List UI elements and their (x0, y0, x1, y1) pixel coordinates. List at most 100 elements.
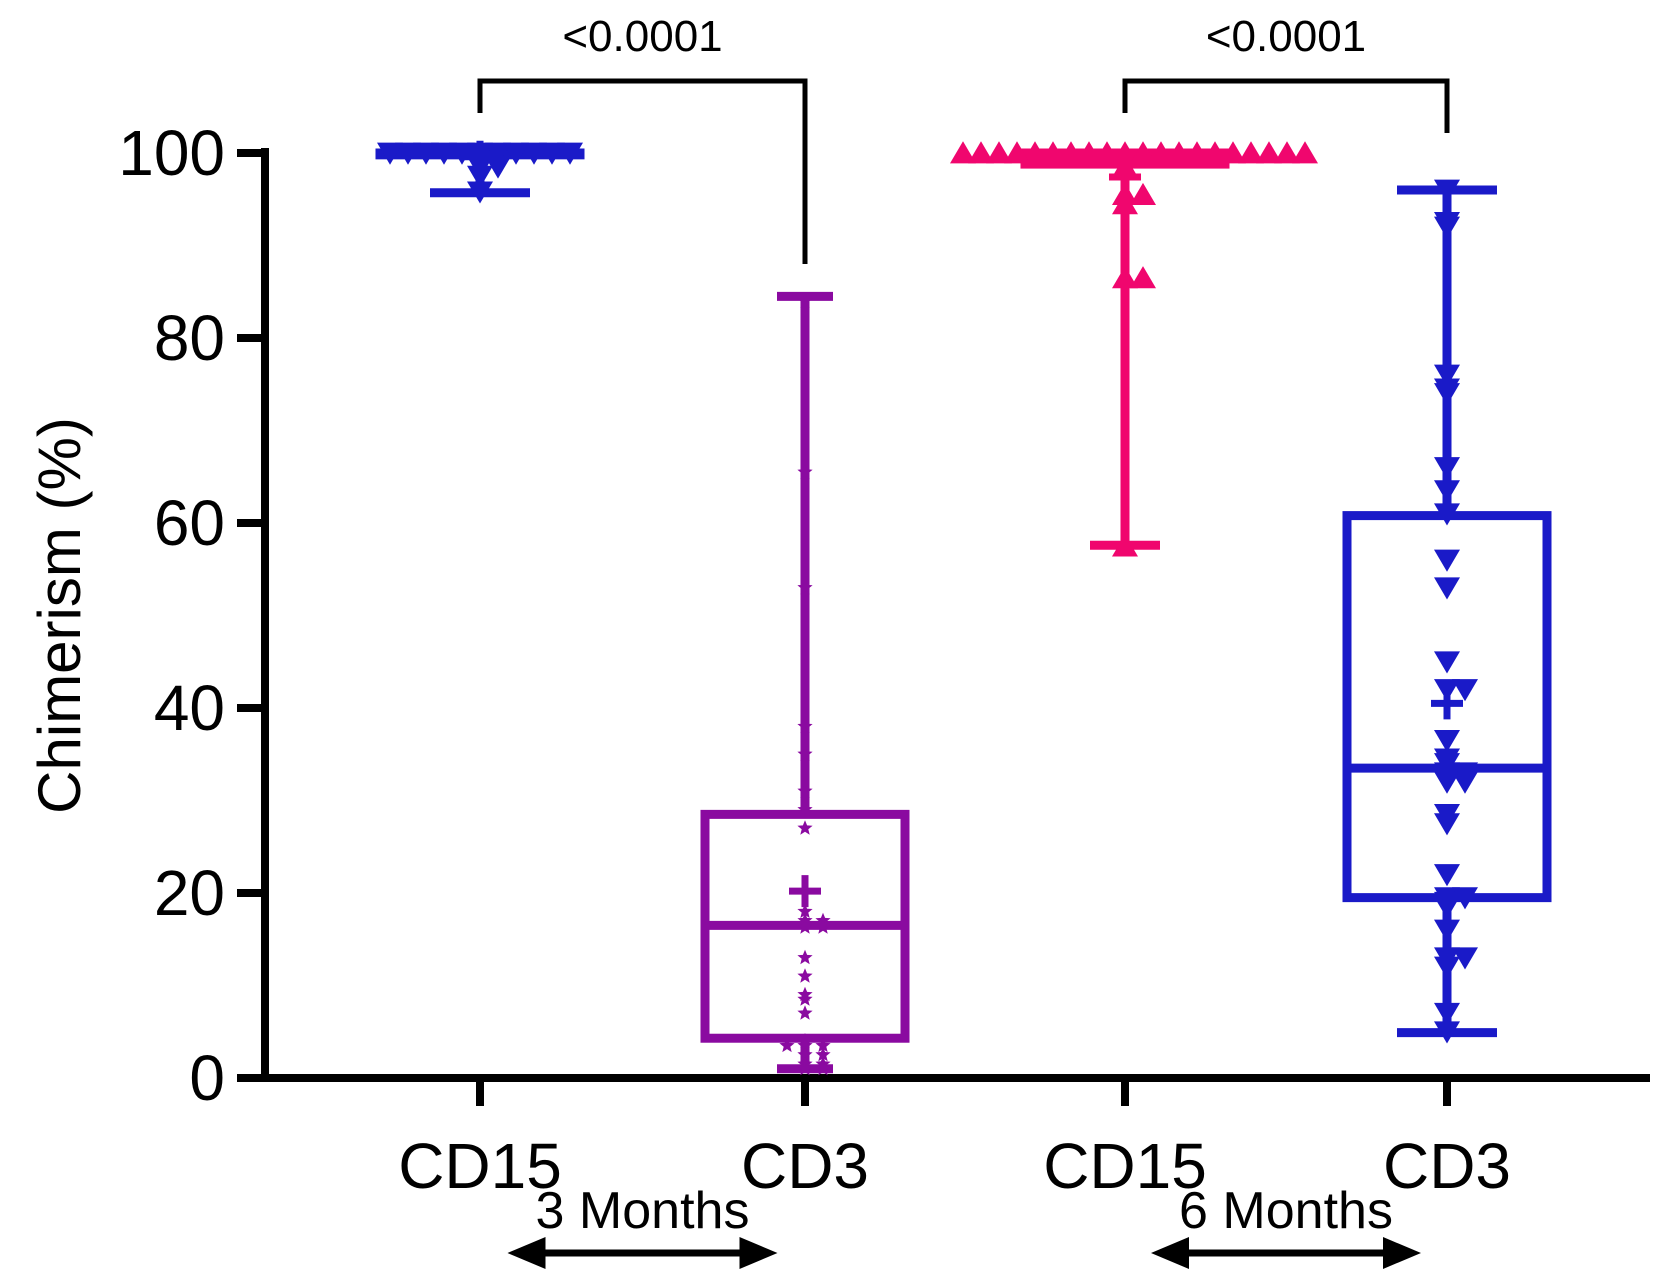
data-point-2-11 (1220, 141, 1246, 164)
data-point-3-0 (1434, 179, 1460, 202)
data-point-2-14 (986, 141, 1012, 164)
group-arrow-right-0 (739, 1237, 778, 1269)
x-tick-label-2: CD15 (1043, 1130, 1207, 1202)
data-point-3-14 (1434, 729, 1460, 753)
x-tick-label-0: CD15 (398, 1130, 562, 1202)
data-point-1-1 (797, 464, 813, 479)
data-point-3-8 (1434, 503, 1460, 526)
data-point-3-24 (1434, 864, 1460, 887)
data-point-1-8 (797, 903, 813, 918)
data-point-2-7 (1184, 141, 1210, 164)
y-tick-label-40: 40 (154, 672, 225, 744)
data-point-0-6 (413, 142, 439, 165)
data-point-2-24 (1112, 266, 1138, 289)
data-point-0-13 (467, 165, 493, 188)
group-label-0: 3 Months (536, 1182, 750, 1240)
data-point-1-20 (815, 1037, 831, 1053)
data-point-2-19 (1292, 141, 1318, 164)
data-point-1-14 (797, 968, 813, 983)
data-point-3-28 (1434, 896, 1460, 919)
y-tick-label-60: 60 (154, 487, 225, 559)
data-point-0-5 (521, 142, 547, 165)
y-tick-label-20: 20 (154, 857, 225, 929)
data-point-3-20 (1434, 771, 1460, 794)
data-point-3-10 (1434, 577, 1460, 600)
data-point-1-26 (797, 1060, 813, 1076)
group-arrow-right-1 (1383, 1237, 1421, 1269)
data-point-0-2 (449, 142, 475, 165)
data-point-1-13 (797, 949, 813, 965)
y-axis-title: Chimerism (%) (26, 417, 93, 814)
data-point-0-10 (377, 142, 403, 165)
data-point-2-12 (1004, 141, 1030, 164)
sig-pvalue-label-0: <0.0001 (562, 12, 722, 61)
data-point-1-17 (797, 1005, 813, 1020)
data-point-2-25 (1130, 266, 1156, 289)
data-point-1-3 (797, 718, 813, 733)
data-point-3-2 (1434, 216, 1460, 239)
data-point-3-33 (1434, 1002, 1460, 1025)
data-point-3-5 (1434, 383, 1460, 406)
y-tick-label-100: 100 (118, 117, 225, 189)
data-point-0-7 (539, 142, 565, 165)
data-point-3-6 (1434, 457, 1460, 480)
data-point-2-8 (1040, 141, 1066, 164)
data-point-3-29 (1434, 919, 1460, 942)
sig-pvalue-label-1: <0.0001 (1206, 12, 1366, 61)
data-point-2-23 (1112, 192, 1138, 215)
data-point-2-13 (1238, 141, 1264, 164)
data-point-2-4 (1076, 141, 1102, 164)
data-point-1-19 (797, 1037, 813, 1053)
data-point-1-27 (815, 1060, 831, 1076)
data-point-1-23 (815, 1046, 831, 1062)
data-point-2-9 (1202, 141, 1228, 164)
data-point-3-32 (1434, 956, 1460, 979)
data-point-1-21 (779, 1037, 795, 1053)
data-point-3-23 (1434, 813, 1460, 836)
data-point-1-12 (815, 919, 831, 934)
data-point-2-10 (1022, 141, 1048, 164)
data-point-2-22 (1130, 182, 1156, 206)
data-point-2-26 (1112, 534, 1138, 557)
data-point-1-5 (797, 783, 813, 798)
data-point-3-9 (1434, 549, 1460, 572)
data-point-3-34 (1434, 1021, 1460, 1044)
data-point-2-1 (1130, 141, 1156, 164)
group-label-1: 6 Months (1179, 1182, 1393, 1240)
data-point-3-7 (1434, 480, 1460, 503)
data-point-1-0 (797, 293, 813, 308)
data-point-0-9 (557, 142, 583, 165)
data-point-2-15 (1256, 141, 1282, 164)
x-tick-label-1: CD3 (741, 1130, 869, 1202)
data-point-3-21 (1452, 771, 1478, 794)
data-point-2-2 (1094, 141, 1120, 164)
x-tick-label-3: CD3 (1383, 1130, 1511, 1202)
data-point-0-12 (485, 156, 511, 179)
group-arrow-left-0 (507, 1237, 546, 1269)
data-point-2-6 (1058, 141, 1084, 164)
data-point-3-3 (1434, 364, 1460, 387)
data-point-0-1 (485, 142, 511, 165)
data-point-1-7 (797, 820, 813, 835)
data-point-0-8 (395, 142, 421, 165)
y-tick-label-80: 80 (154, 302, 225, 374)
data-point-3-13 (1452, 679, 1478, 702)
data-point-2-18 (950, 141, 976, 164)
data-point-2-5 (1166, 141, 1192, 164)
data-point-1-4 (797, 746, 813, 761)
data-point-0-4 (431, 142, 457, 165)
data-point-0-3 (503, 142, 529, 165)
data-point-0-14 (467, 181, 493, 204)
data-point-2-17 (1274, 141, 1300, 164)
group-arrow-left-1 (1151, 1237, 1189, 1269)
data-point-3-31 (1452, 947, 1478, 970)
data-point-3-11 (1434, 651, 1460, 674)
y-tick-label-0: 0 (189, 1042, 225, 1114)
data-point-1-2 (797, 579, 813, 595)
data-point-1-6 (797, 801, 813, 817)
data-point-1-11 (797, 919, 813, 934)
data-point-1-22 (797, 1046, 813, 1062)
data-point-2-0 (1112, 141, 1138, 164)
data-point-1-16 (797, 991, 813, 1006)
data-point-2-16 (968, 141, 994, 164)
